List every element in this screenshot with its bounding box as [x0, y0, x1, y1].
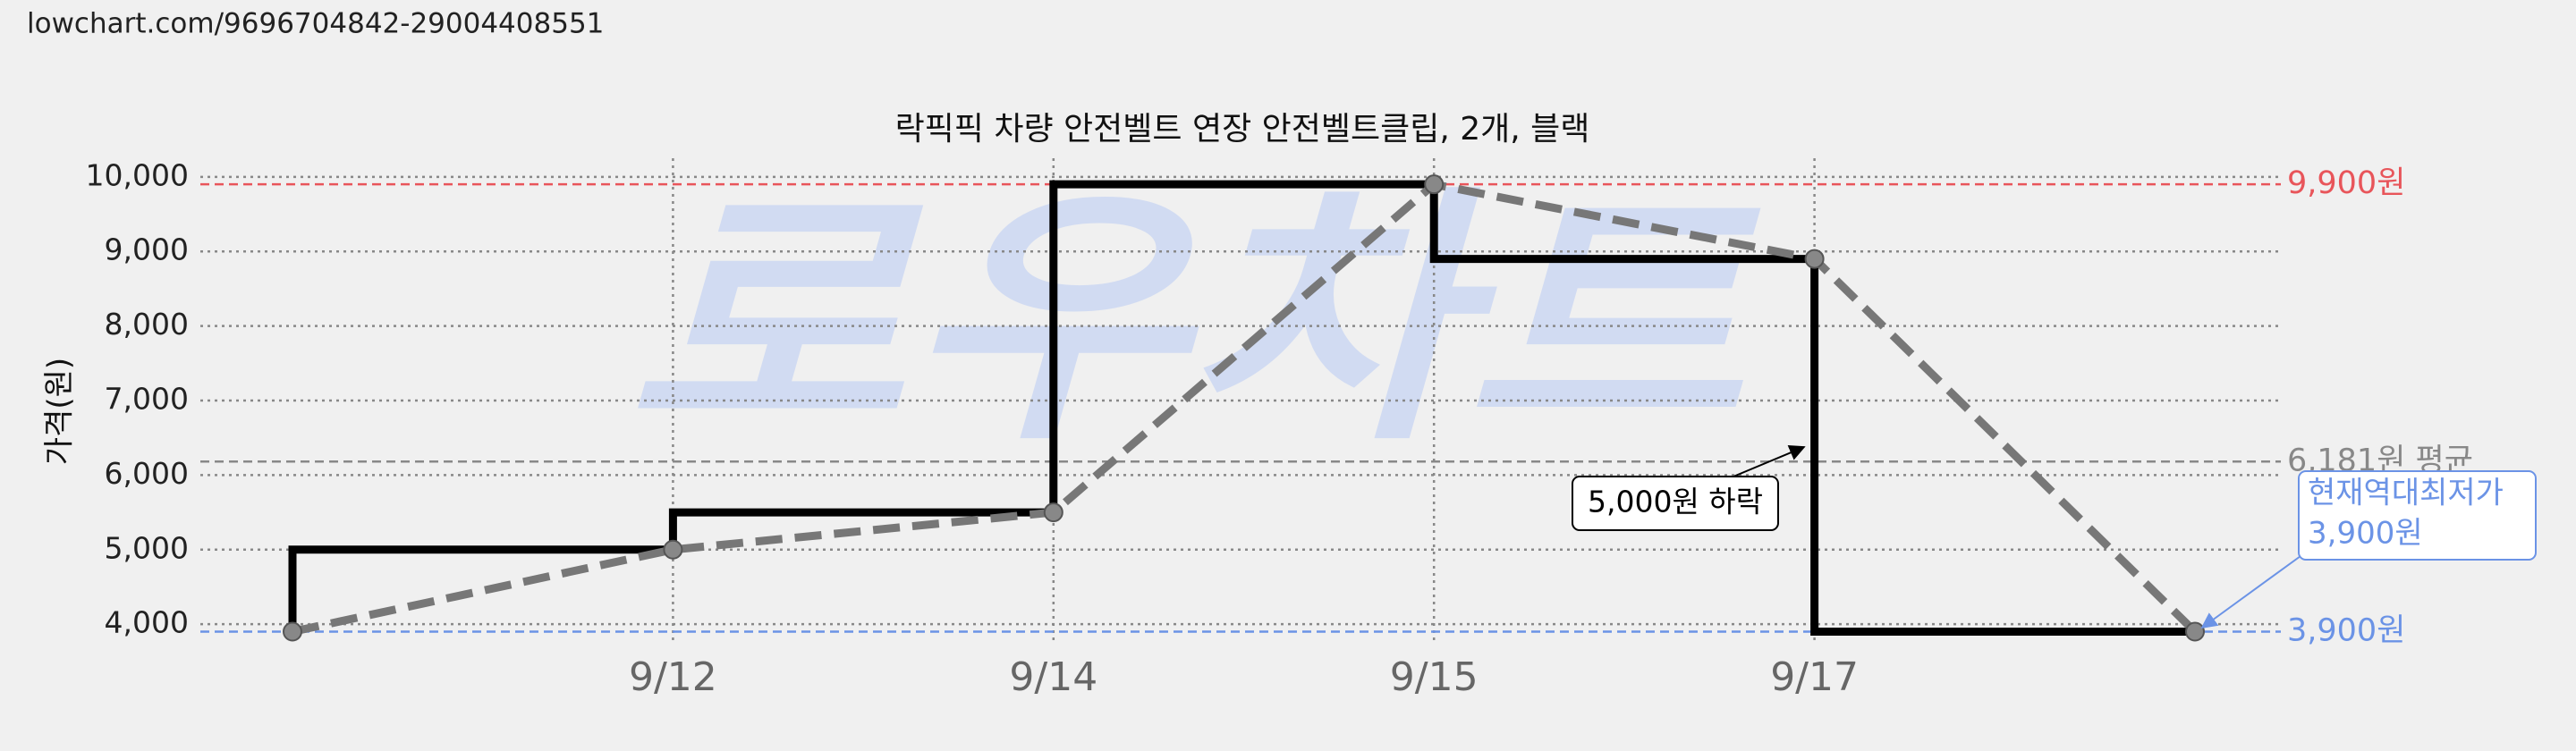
annotation-arrow [2200, 555, 2301, 629]
x-tick-label: 9/17 [1770, 654, 1859, 700]
y-tick-label: 8,000 [105, 307, 189, 342]
trend-line [292, 180, 2199, 636]
point [1424, 174, 1445, 195]
annotation-box [1572, 476, 1779, 531]
annotation-text: 5,000원 하락 [1588, 485, 1763, 519]
y-tick-label: 9,000 [105, 232, 189, 267]
x-tick-label: 9/14 [1009, 654, 1097, 700]
annotation-text: 3,900원 [2308, 516, 2423, 552]
y-tick-label: 10,000 [86, 157, 189, 192]
annotation-text: 현재역대최저가 [2308, 476, 2504, 511]
x-tick-label: 9/12 [629, 654, 717, 700]
y-axis-label: 가격(원) [42, 358, 78, 465]
watermark: 로우차트 [626, 165, 1764, 477]
url: lowchart.com/9696704842-29004408551 [27, 8, 604, 40]
x-tick-label: 9/15 [1390, 654, 1479, 700]
step-line [288, 180, 2195, 636]
y-tick-label: 4,000 [105, 605, 189, 640]
annotation-box [2298, 470, 2537, 561]
y-tick-label: 6,000 [105, 456, 189, 491]
y-tick-label: 5,000 [105, 530, 189, 565]
annotation-arrow [1733, 444, 1806, 477]
point [663, 539, 683, 560]
point [283, 621, 302, 642]
point [1804, 249, 1825, 269]
point [2185, 621, 2205, 642]
chart-title: 락픽픽 차량 안전벨트 연장 안전벨트클립, 2개, 블랙 [895, 111, 1590, 148]
reference-label: 9,900원 [2287, 165, 2405, 201]
y-tick-label: 7,000 [105, 382, 189, 417]
reference-label: 3,900원 [2287, 612, 2405, 648]
point [1043, 502, 1063, 523]
